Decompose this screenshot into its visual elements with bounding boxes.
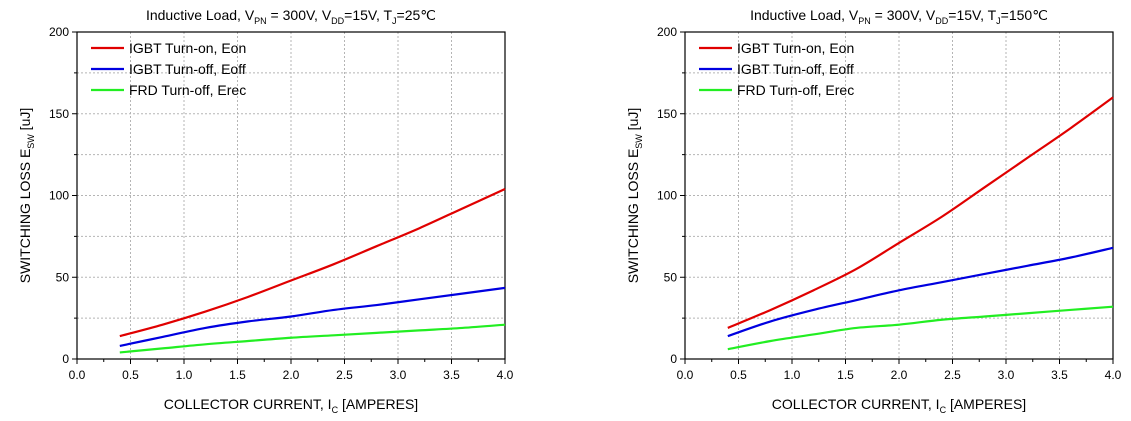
- x-tick-label: 1.0: [784, 368, 801, 382]
- legend-label: IGBT Turn-off, Eoff: [737, 61, 854, 77]
- y-axis-label: SWITCHING LOSS ESW [uJ]: [625, 108, 644, 284]
- y-tick-label: 150: [49, 107, 69, 121]
- x-tick-label: 2.0: [283, 368, 300, 382]
- x-tick-label: 0.0: [677, 368, 694, 382]
- x-axis-label: COLLECTOR CURRENT, IC [AMPERES]: [164, 396, 418, 415]
- x-tick-label: 1.5: [837, 368, 854, 382]
- y-axis-label: SWITCHING LOSS ESW [uJ]: [17, 108, 36, 284]
- x-tick-label: 0.5: [730, 368, 747, 382]
- y-tick-label: 50: [56, 270, 70, 284]
- legend-label: IGBT Turn-on, Eon: [737, 40, 854, 56]
- y-tick-label: 100: [49, 189, 69, 203]
- series-line-3: [727, 305, 1114, 351]
- x-axis-label: COLLECTOR CURRENT, IC [AMPERES]: [772, 396, 1026, 415]
- x-tick-label: 1.5: [229, 368, 246, 382]
- x-tick-label: 3.5: [443, 368, 460, 382]
- y-tick-label: 150: [657, 107, 677, 121]
- legend-label: FRD Turn-off, Erec: [129, 82, 246, 98]
- series-line-1: [119, 187, 506, 338]
- legend-label: IGBT Turn-off, Eoff: [129, 61, 246, 77]
- series-line-1: [727, 96, 1114, 329]
- x-tick-label: 2.0: [891, 368, 908, 382]
- chart-panel-2: 0.0 0.5 1.0 1.5 2.0 2.5 3.0 3.5 4.0 0 50 100 150 200 I…: [625, 7, 1122, 415]
- x-tick-label: 4.0: [1105, 368, 1122, 382]
- y-tick-label: 50: [664, 270, 678, 284]
- series-line-3: [119, 323, 506, 354]
- chart-title: Inductive Load, VPN = 300V, VDD=15V, TJ=…: [146, 7, 436, 26]
- y-tick-label: 200: [657, 25, 677, 39]
- x-tick-label: 2.5: [336, 368, 353, 382]
- series-line-2: [727, 246, 1114, 338]
- y-tick-label: 100: [657, 189, 677, 203]
- chart-title: Inductive Load, VPN = 300V, VDD=15V, TJ=…: [750, 7, 1048, 26]
- legend-label: IGBT Turn-on, Eon: [129, 40, 246, 56]
- legend-label: FRD Turn-off, Erec: [737, 82, 854, 98]
- y-tick-label: 200: [49, 25, 69, 39]
- y-tick-label: 0: [62, 352, 69, 366]
- x-tick-label: 0.0: [69, 368, 86, 382]
- series-line-2: [119, 286, 506, 347]
- x-tick-label: 0.5: [122, 368, 139, 382]
- x-tick-label: 4.0: [497, 368, 514, 382]
- x-tick-label: 3.5: [1051, 368, 1068, 382]
- x-tick-label: 2.5: [944, 368, 961, 382]
- x-tick-label: 3.0: [998, 368, 1015, 382]
- y-tick-label: 0: [670, 352, 677, 366]
- chart-panel-1: 0.0 0.5 1.0 1.5 2.0 2.5 3.0 3.5 4.0 0 50 100 150 200 I…: [17, 7, 514, 415]
- x-tick-label: 1.0: [176, 368, 193, 382]
- x-tick-label: 3.0: [390, 368, 407, 382]
